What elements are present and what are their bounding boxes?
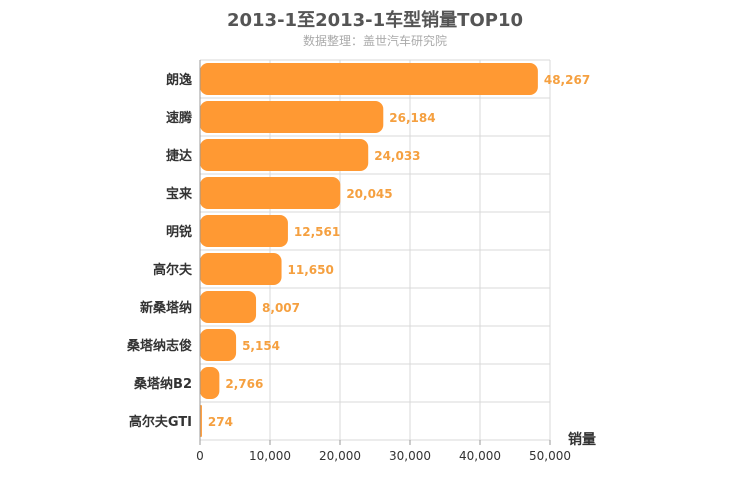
category-label: 高尔夫 [153, 262, 193, 278]
category-label: 明锐 [166, 224, 192, 240]
chart-title: 2013-1至2013-1车型销量TOP10 [226, 10, 523, 31]
x-tick-label: 0 [196, 449, 204, 463]
data-label: 8,007 [262, 301, 300, 315]
x-axis-title: 销量 [568, 431, 596, 448]
data-label: 24,033 [374, 149, 420, 163]
bar [200, 291, 257, 323]
data-label: 20,045 [346, 187, 392, 201]
data-label: 11,650 [288, 263, 334, 277]
x-tick-label: 10,000 [249, 449, 291, 463]
bar [200, 253, 282, 285]
category-label: 新桑塔纳 [140, 300, 192, 316]
bar [200, 329, 237, 361]
category-label: 宝来 [166, 186, 193, 202]
x-tick-label: 30,000 [389, 449, 431, 463]
label-layer: 朗逸 48,267 速腾 26,184 捷达 24,033 宝来 20,045 明锐 12,561… [126, 72, 590, 430]
bar [200, 101, 384, 133]
category-label: 捷达 [166, 148, 192, 164]
x-tick-label: 20,000 [319, 449, 361, 463]
data-label: 5,154 [242, 339, 280, 353]
data-label: 2,766 [225, 377, 263, 391]
axis-layer: 0 10,000 20,000 30,000 40,000 50,000 [196, 60, 571, 463]
data-label: 12,561 [294, 225, 340, 239]
x-tick-label: 40,000 [459, 449, 501, 463]
category-label: 速腾 [166, 110, 193, 126]
bar [200, 367, 220, 399]
bar-layer [200, 63, 538, 437]
category-label: 朗逸 [166, 72, 192, 88]
data-label: 48,267 [544, 73, 590, 87]
category-label: 桑塔纳志俊 [126, 338, 192, 354]
x-tick-label: 50,000 [529, 449, 571, 463]
bar [200, 177, 341, 209]
chart-subtitle: 数据整理：盖世汽车研究院 [302, 34, 447, 48]
bar [200, 139, 369, 171]
data-label: 274 [208, 415, 233, 429]
grid-layer [200, 59, 551, 441]
bar [200, 63, 538, 95]
bar [200, 215, 288, 247]
category-label: 桑塔纳B2 [133, 376, 192, 392]
data-label: 26,184 [389, 111, 435, 125]
category-label: 高尔夫GTI [129, 414, 192, 430]
